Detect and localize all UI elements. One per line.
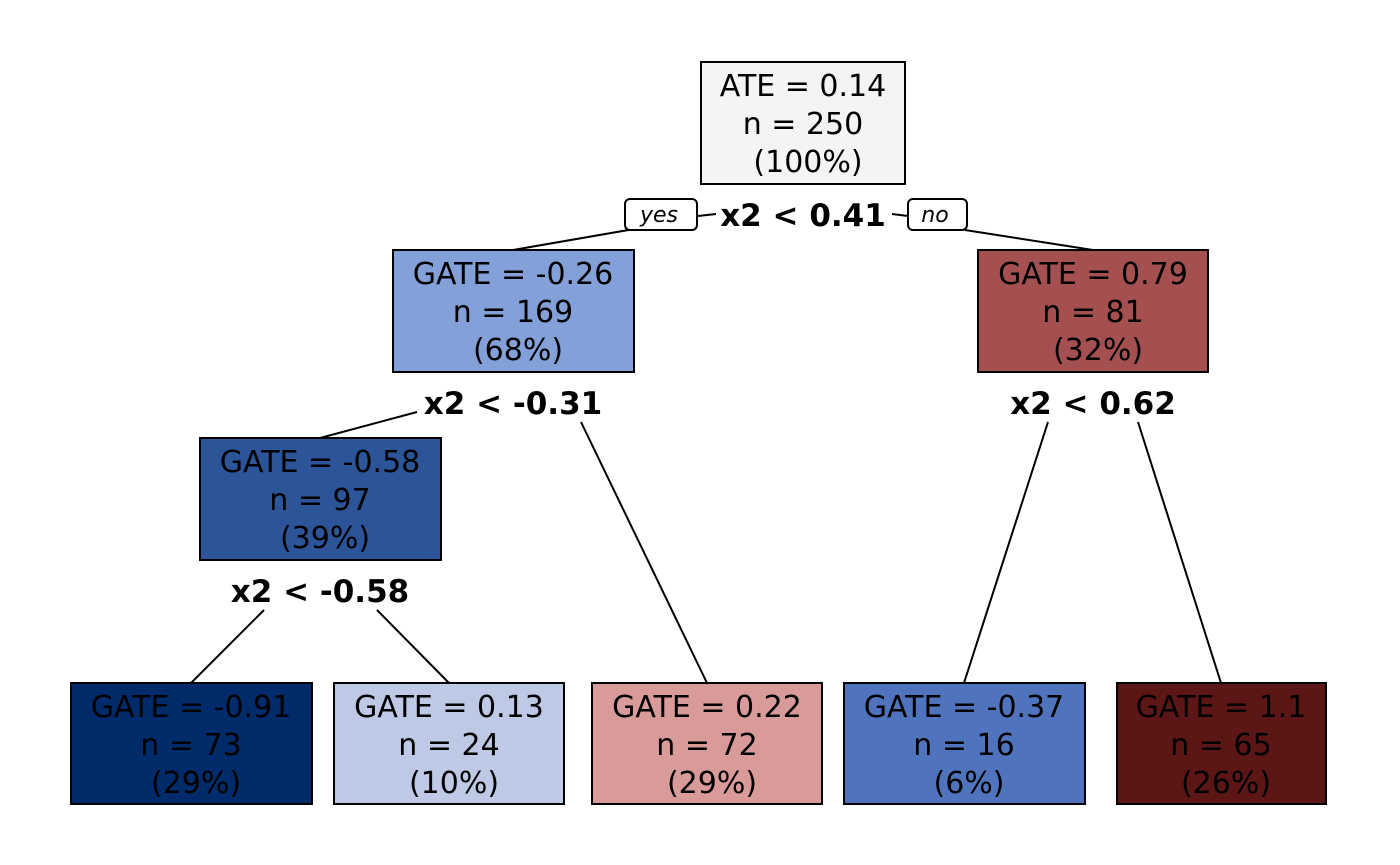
- node-left-left-n: n = 97: [269, 483, 370, 518]
- edge-left-leftleft: [319, 411, 418, 439]
- split-left: x2 < -0.31: [424, 386, 602, 422]
- leaf-3-label: GATE = 0.22: [612, 690, 802, 725]
- node-left: GATE = -0.26 n = 169 (68%): [392, 249, 635, 373]
- leaf-1-n: n = 73: [140, 728, 241, 763]
- node-left-left-pct: (39%): [280, 521, 370, 556]
- leaf-5-n: n = 65: [1170, 728, 1271, 763]
- leaf-1-box: [70, 682, 313, 805]
- leaf-3-box: [591, 682, 823, 805]
- node-left-left-box: [199, 437, 442, 561]
- edge-root-right: [964, 229, 1094, 251]
- leaf-2-label: GATE = 0.13: [354, 690, 544, 725]
- edge-leftleft-leaf1: [190, 609, 265, 684]
- leaf-3-pct: (29%): [667, 766, 757, 801]
- node-left-pct: (68%): [473, 333, 563, 368]
- split-left-left: x2 < -0.58: [231, 574, 409, 610]
- node-right-pct: (32%): [1053, 333, 1143, 368]
- edge-left-leaf3: [580, 421, 708, 684]
- leaf-4-box: [843, 682, 1086, 805]
- edge-root-no-label: [891, 213, 909, 217]
- yes-badge-box: [624, 198, 698, 231]
- leaf-4: GATE = -0.37 n = 16 (6%): [843, 682, 1086, 805]
- split-root: x2 < 0.41: [720, 198, 886, 234]
- node-left-left-label: GATE = -0.58: [220, 445, 421, 480]
- leaf-2-n: n = 24: [398, 728, 499, 763]
- yes-label: yes: [639, 203, 678, 228]
- node-right-label: GATE = 0.79: [998, 257, 1188, 292]
- leaf-4-label: GATE = -0.37: [864, 690, 1065, 725]
- split-right: x2 < 0.62: [1010, 386, 1176, 422]
- node-root-box: [700, 61, 906, 185]
- node-root-label: ATE = 0.14: [720, 69, 886, 104]
- edge-leftleft-leaf2: [376, 609, 450, 684]
- leaf-2-box: [333, 682, 565, 805]
- leaf-4-n: n = 16: [913, 728, 1014, 763]
- no-label: no: [921, 203, 948, 228]
- edge-right-leaf5: [1137, 421, 1222, 684]
- leaf-5-box: [1116, 682, 1327, 805]
- edge-root-yes-label: [697, 213, 717, 217]
- no-badge: no: [907, 198, 968, 231]
- node-right-n: n = 81: [1042, 295, 1143, 330]
- node-right: GATE = 0.79 n = 81 (32%): [977, 249, 1209, 373]
- node-left-n: n = 169: [453, 295, 573, 330]
- edge-root-left: [512, 227, 641, 251]
- node-left-label: GATE = -0.26: [413, 257, 614, 292]
- leaf-3-n: n = 72: [656, 728, 757, 763]
- tree-edges: [190, 213, 1222, 684]
- no-badge-box: [907, 198, 968, 231]
- leaf-1-pct: (29%): [151, 766, 241, 801]
- yes-badge: yes: [624, 198, 698, 231]
- node-left-box: [392, 249, 635, 373]
- leaf-2: GATE = 0.13 n = 24 (10%): [333, 682, 565, 805]
- node-root: ATE = 0.14 n = 250 (100%): [700, 61, 906, 185]
- leaf-5-pct: (26%): [1181, 766, 1271, 801]
- leaf-5-label: GATE = 1.1: [1136, 690, 1307, 725]
- leaf-2-pct: (10%): [409, 766, 499, 801]
- leaf-4-pct: (6%): [933, 766, 1004, 801]
- leaf-5: GATE = 1.1 n = 65 (26%): [1116, 682, 1327, 805]
- node-root-n: n = 250: [743, 107, 863, 142]
- node-root-pct: (100%): [753, 145, 862, 180]
- node-right-box: [977, 249, 1209, 373]
- node-left-left: GATE = -0.58 n = 97 (39%): [199, 437, 442, 561]
- edge-right-leaf4: [963, 421, 1049, 684]
- leaf-1-label: GATE = -0.91: [91, 690, 292, 725]
- leaf-3: GATE = 0.22 n = 72 (29%): [591, 682, 823, 805]
- leaf-1: GATE = -0.91 n = 73 (29%): [70, 682, 313, 805]
